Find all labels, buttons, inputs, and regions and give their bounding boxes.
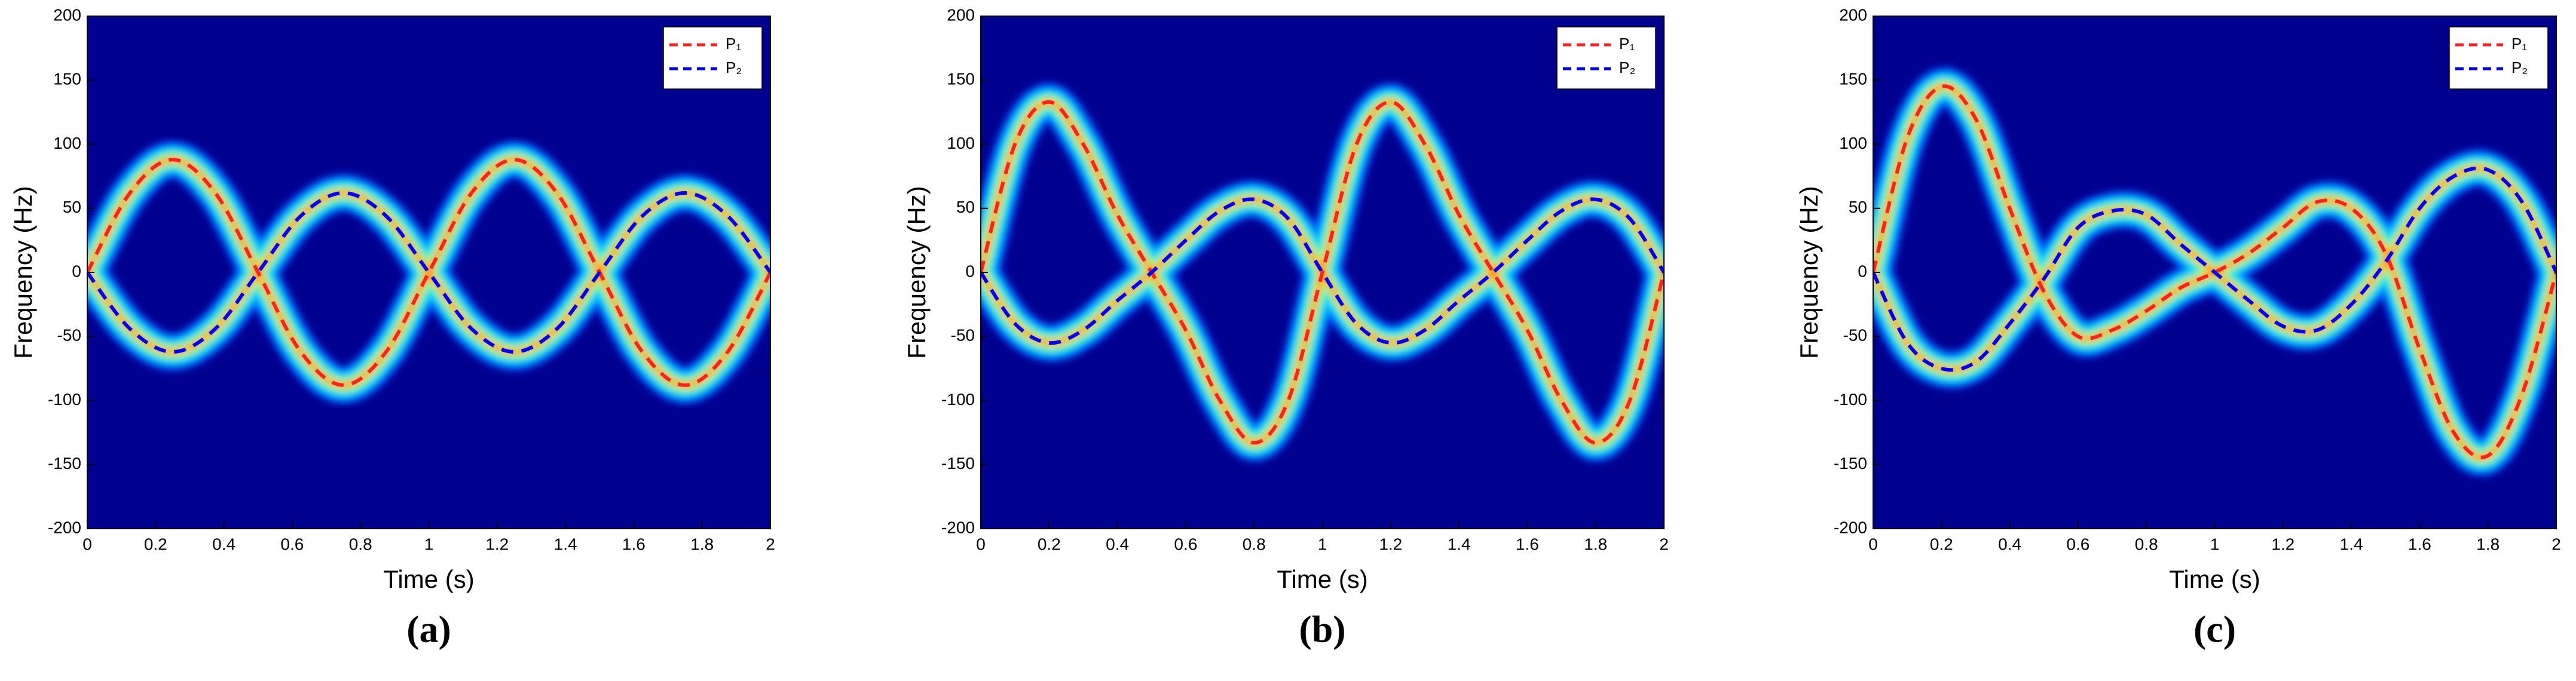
panel: 0 0.2 0.4 0.6 0.8 1 1.2 1.4 1.6 1.8 2 -200 -150 -100 -…: [902, 5, 1669, 650]
panel-label: (c): [2193, 608, 2236, 651]
series-line: [87, 158, 770, 387]
legend-box: [2449, 26, 2549, 90]
y-tick-label: 0: [72, 262, 81, 280]
y-axis-label: Frequency (Hz): [1795, 186, 1823, 358]
y-tick-label: -100: [1834, 390, 1867, 409]
x-axis-label: Time (s): [1277, 565, 1367, 593]
x-tick-label: 2: [2551, 535, 2561, 553]
series-line: [1873, 166, 2556, 372]
ridge: [87, 191, 770, 354]
y-tick-label: 200: [947, 5, 975, 24]
y-tick-label: 100: [1839, 134, 1867, 152]
y-tick-label: 100: [947, 134, 975, 152]
y-tick-label: -50: [57, 326, 81, 345]
x-tick-label: 0.6: [2066, 535, 2089, 553]
x-tick-label: 1.4: [2340, 535, 2363, 553]
y-tick-label: -150: [1834, 454, 1867, 473]
y-tick-label: 150: [947, 70, 975, 88]
y-tick-label: -200: [48, 518, 81, 536]
x-tick-label: 0: [976, 535, 986, 553]
y-tick-label: -50: [951, 326, 975, 345]
x-tick-label: 1.8: [2476, 535, 2499, 553]
x-tick-label: 0.4: [1106, 535, 1129, 553]
x-tick-label: 1.6: [2408, 535, 2431, 553]
legend-label: P₁: [1619, 35, 1635, 53]
x-axis-label: Time (s): [383, 565, 474, 593]
x-tick-label: 1: [2210, 535, 2220, 553]
y-tick-label: -200: [941, 518, 975, 536]
x-tick-label: 2: [1659, 535, 1669, 553]
x-tick-label: 1.4: [554, 535, 577, 553]
x-tick-label: 1.4: [1448, 535, 1471, 553]
x-tick-label: 1.2: [1379, 535, 1402, 553]
panel: 0 0.2 0.4 0.6 0.8 1 1.2 1.4 1.6 1.8 2 -200 -150 -100 -…: [9, 5, 775, 650]
x-tick-label: 0.2: [1930, 535, 1953, 553]
x-tick-label: 0.4: [1998, 535, 2021, 553]
series-line: [1873, 84, 2556, 459]
x-tick-label: 0.8: [2135, 535, 2158, 553]
y-tick-label: -100: [48, 390, 81, 409]
x-tick-label: 1: [424, 535, 434, 553]
legend-box: [1556, 26, 1656, 90]
y-tick-label: 150: [1839, 70, 1867, 88]
y-axis-label: Frequency (Hz): [9, 186, 37, 358]
x-axis-label: Time (s): [2169, 565, 2260, 593]
x-tick-label: 0.6: [1174, 535, 1197, 553]
x-tick-label: 2: [766, 535, 775, 553]
x-tick-label: 0.2: [144, 535, 167, 553]
x-tick-label: 1.8: [690, 535, 714, 553]
panel-label: (a): [406, 608, 451, 651]
legend-label: P₂: [2511, 59, 2528, 76]
y-tick-label: 50: [63, 198, 81, 216]
y-tick-label: -150: [48, 454, 81, 473]
legend-label: P₁: [726, 35, 741, 53]
x-tick-label: 0.8: [349, 535, 372, 553]
y-tick-label: 50: [1849, 198, 1867, 216]
panel: 0 0.2 0.4 0.6 0.8 1 1.2 1.4 1.6 1.8 2 -200 -150 -100 -…: [1795, 5, 2561, 650]
x-tick-label: 1.2: [2271, 535, 2294, 553]
x-tick-label: 1.8: [1584, 535, 1607, 553]
y-tick-label: 0: [1858, 262, 1867, 280]
y-tick-label: 0: [965, 262, 975, 280]
x-tick-label: 0.4: [212, 535, 235, 553]
y-tick-label: 200: [1839, 5, 1867, 24]
y-tick-label: 100: [53, 134, 81, 152]
y-tick-label: 50: [956, 198, 975, 216]
panel-label: (b): [1299, 608, 1345, 651]
y-axis-label: Frequency (Hz): [902, 186, 931, 358]
x-tick-label: 0.2: [1038, 535, 1061, 553]
legend-label: P₂: [1619, 59, 1635, 76]
x-tick-label: 1.6: [1516, 535, 1539, 553]
legend-label: P₂: [726, 59, 742, 76]
x-tick-label: 0.8: [1243, 535, 1266, 553]
series-line: [981, 197, 1664, 345]
x-tick-label: 1: [1318, 535, 1327, 553]
y-tick-label: -100: [941, 390, 975, 409]
y-tick-label: 200: [53, 5, 81, 24]
x-tick-label: 0.6: [280, 535, 304, 553]
legend-box: [663, 26, 763, 90]
x-tick-label: 0: [1868, 535, 1878, 553]
legend-label: P₁: [2511, 35, 2527, 53]
x-tick-label: 1.2: [485, 535, 509, 553]
x-tick-label: 1.6: [622, 535, 645, 553]
series-line: [981, 100, 1664, 445]
y-tick-label: 150: [53, 70, 81, 88]
y-tick-label: -50: [1843, 326, 1867, 345]
y-tick-label: -150: [941, 454, 975, 473]
x-tick-label: 0: [82, 535, 92, 553]
y-tick-label: -200: [1834, 518, 1867, 536]
